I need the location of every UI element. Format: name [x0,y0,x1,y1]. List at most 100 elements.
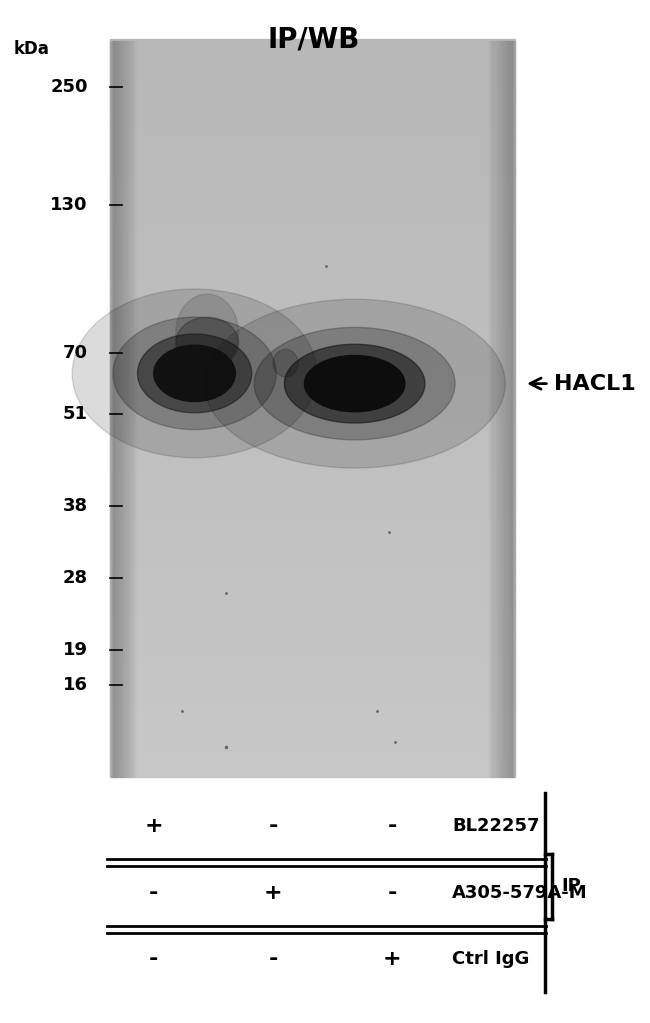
Bar [110,153,515,159]
Bar [110,41,113,777]
Bar [110,57,515,63]
Bar [110,400,515,405]
Text: IP/WB: IP/WB [268,26,360,53]
Bar [110,267,515,273]
Bar [124,41,127,777]
Text: 16: 16 [63,676,88,695]
Bar [110,639,515,644]
Bar [491,41,495,777]
Bar [110,562,515,568]
Bar [110,727,515,733]
Text: +: + [264,883,282,902]
Bar [110,669,515,674]
Bar [111,41,114,777]
Bar [110,698,515,704]
Bar [110,197,515,203]
Text: 250: 250 [51,78,88,96]
Bar [110,753,515,759]
Bar [110,632,515,637]
Bar [110,338,515,343]
Ellipse shape [204,299,505,469]
Bar [123,41,126,777]
Bar [110,80,515,85]
Bar [110,724,515,729]
Bar [110,706,515,711]
Bar [110,735,515,741]
Bar [110,492,515,497]
Bar [110,322,515,328]
Bar [110,761,515,766]
Bar [110,702,515,708]
Bar [110,94,515,100]
Bar [488,41,491,777]
Bar [110,566,515,571]
Bar [110,396,515,402]
Bar [110,691,515,697]
Bar [110,466,515,472]
Bar [110,227,515,232]
Bar [110,444,515,450]
Bar [110,426,515,432]
Bar [127,41,130,777]
Bar [110,651,515,656]
Bar [110,499,515,505]
Bar [110,418,515,424]
Bar [110,175,515,181]
Text: 70: 70 [63,344,88,362]
Bar [110,308,515,313]
Bar [110,83,515,89]
Ellipse shape [154,345,235,402]
Bar [110,713,515,718]
Bar [491,41,493,777]
Bar [110,241,515,248]
Bar [488,41,491,777]
Bar [110,661,515,667]
Bar [110,304,515,310]
Bar [110,219,515,225]
Text: -: - [149,883,159,902]
Bar [110,506,515,513]
Bar [110,216,515,221]
Text: 51: 51 [63,405,88,424]
Bar [497,41,500,777]
Bar [110,603,515,608]
Bar [110,584,515,589]
Bar [110,550,515,557]
Bar [110,253,515,258]
Bar [110,628,515,634]
Bar [110,370,515,376]
Bar [110,127,515,133]
Bar [110,282,515,287]
Bar [504,41,508,777]
Bar [493,41,497,777]
Bar [110,352,515,358]
Text: -: - [268,949,278,969]
Bar [508,41,512,777]
Bar [110,260,515,266]
Bar [110,411,515,416]
Ellipse shape [304,355,405,412]
Bar [115,41,118,777]
Bar [495,41,499,777]
Bar [110,414,515,420]
Bar [110,117,515,122]
Bar [110,385,515,391]
Bar [110,182,515,188]
Ellipse shape [72,288,317,458]
Bar [110,485,515,490]
Bar [110,739,515,745]
Bar [110,249,515,255]
Bar [110,285,515,292]
Bar [110,522,515,527]
Bar [510,41,513,777]
Bar [117,41,120,777]
Bar [110,532,515,538]
Bar [489,41,493,777]
Bar [110,374,515,380]
Bar [110,433,515,439]
Bar [110,223,515,229]
Text: -: - [387,816,397,836]
Text: +: + [144,816,163,836]
Bar [110,149,515,155]
Bar [110,293,515,299]
